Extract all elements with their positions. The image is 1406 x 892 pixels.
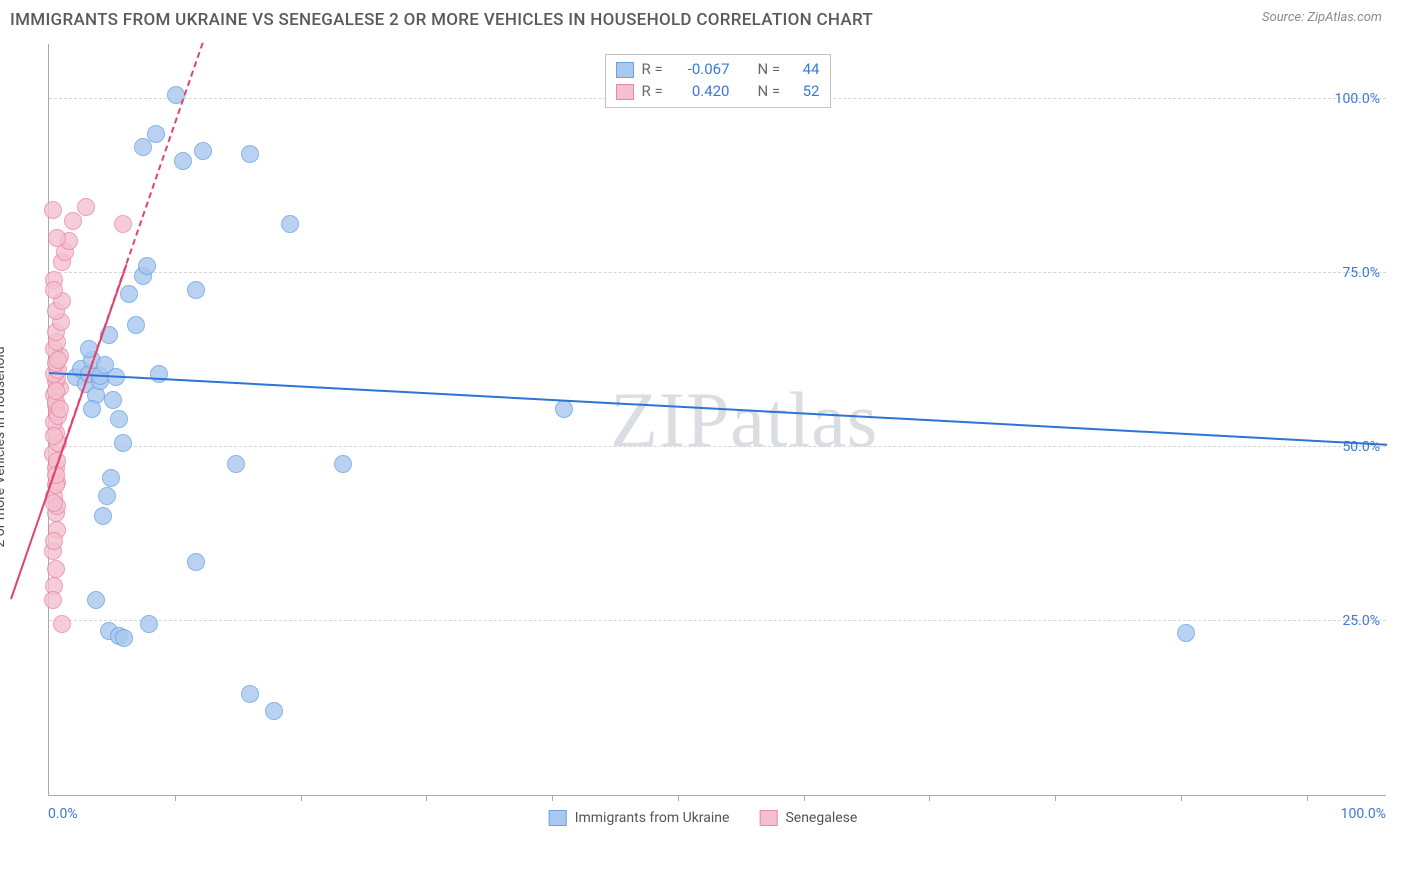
data-point <box>114 434 132 452</box>
series-swatch <box>616 84 634 100</box>
x-tick <box>1055 795 1056 801</box>
legend-item: Immigrants from Ukraine <box>549 810 730 826</box>
n-value: 44 <box>792 59 820 81</box>
data-point <box>127 316 145 334</box>
data-point <box>98 487 116 505</box>
x-tick-max: 100.0% <box>1341 806 1386 822</box>
n-label: N = <box>758 81 784 103</box>
data-point <box>104 391 122 409</box>
data-point <box>49 351 67 369</box>
legend-label: Immigrants from Ukraine <box>575 810 730 826</box>
y-tick-label: 25.0% <box>1342 613 1380 629</box>
stats-box: R = -0.067 N = 44 R = 0.420 N = 52 <box>605 54 831 108</box>
data-point <box>48 229 66 247</box>
x-tick-min: 0.0% <box>48 806 78 822</box>
data-point <box>110 410 128 428</box>
data-point <box>53 615 71 633</box>
series-swatch <box>616 62 634 78</box>
legend: Immigrants from Ukraine Senegalese <box>549 810 858 826</box>
x-tick <box>1181 795 1182 801</box>
plot-area: ZIPatlas R = -0.067 N = 44 R = 0.420 N = 52 25.… <box>48 44 1386 796</box>
data-point <box>281 215 299 233</box>
trend-line-solid <box>10 265 127 600</box>
n-label: N = <box>758 59 784 81</box>
x-tick <box>1307 795 1308 801</box>
data-point <box>194 142 212 160</box>
data-point <box>555 400 573 418</box>
data-point <box>77 198 95 216</box>
x-tick <box>426 795 427 801</box>
data-point <box>44 201 62 219</box>
gridline <box>49 446 1386 447</box>
x-tick <box>301 795 302 801</box>
y-tick-label: 75.0% <box>1342 265 1380 281</box>
data-point <box>83 400 101 418</box>
data-point <box>147 125 165 143</box>
legend-item: Senegalese <box>759 810 857 826</box>
data-point <box>120 285 138 303</box>
watermark: ZIPatlas <box>610 375 878 465</box>
r-label: R = <box>642 59 668 81</box>
data-point <box>187 281 205 299</box>
y-tick-label: 100.0% <box>1335 91 1380 107</box>
data-point <box>94 507 112 525</box>
x-tick <box>678 795 679 801</box>
data-point <box>138 257 156 275</box>
x-tick <box>804 795 805 801</box>
legend-label: Senegalese <box>785 810 857 826</box>
data-point <box>47 382 65 400</box>
data-point <box>334 455 352 473</box>
gridline <box>49 272 1386 273</box>
r-value: -0.067 <box>676 59 730 81</box>
data-point <box>115 629 133 647</box>
data-point <box>187 553 205 571</box>
data-point <box>45 281 63 299</box>
data-point <box>174 152 192 170</box>
data-point <box>51 400 69 418</box>
trend-line <box>49 372 1387 446</box>
data-point <box>265 702 283 720</box>
x-tick <box>175 795 176 801</box>
data-point <box>87 591 105 609</box>
r-value: 0.420 <box>676 81 730 103</box>
stats-row: R = 0.420 N = 52 <box>616 81 820 103</box>
data-point <box>45 532 63 550</box>
y-axis-label: 2 or more Vehicles in Household <box>0 346 8 547</box>
chart-title: IMMIGRANTS FROM UKRAINE VS SENEGALESE 2 … <box>10 10 873 30</box>
chart-container: 2 or more Vehicles in Household ZIPatlas… <box>10 34 1396 844</box>
data-point <box>241 145 259 163</box>
data-point <box>241 685 259 703</box>
source-label: Source: ZipAtlas.com <box>1262 10 1382 25</box>
data-point <box>64 212 82 230</box>
data-point <box>47 560 65 578</box>
legend-swatch <box>759 810 777 826</box>
data-point <box>44 591 62 609</box>
r-label: R = <box>642 81 668 103</box>
data-point <box>140 615 158 633</box>
gridline <box>49 620 1386 621</box>
legend-swatch <box>549 810 567 826</box>
data-point <box>134 138 152 156</box>
n-value: 52 <box>792 81 820 103</box>
data-point <box>227 455 245 473</box>
x-tick <box>552 795 553 801</box>
data-point <box>45 494 63 512</box>
data-point <box>45 427 63 445</box>
stats-row: R = -0.067 N = 44 <box>616 59 820 81</box>
data-point <box>1177 624 1195 642</box>
data-point <box>102 469 120 487</box>
x-tick <box>929 795 930 801</box>
data-point <box>114 215 132 233</box>
